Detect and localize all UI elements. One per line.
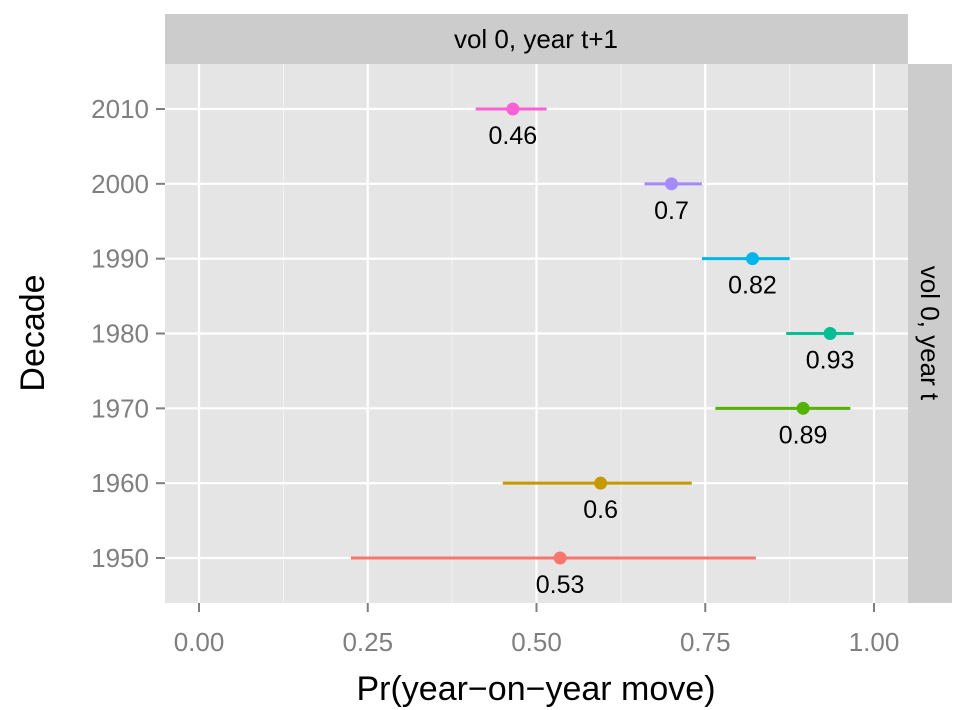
data-label-1950: 0.53	[536, 571, 585, 599]
point-1950	[553, 551, 567, 565]
data-label-2000: 0.7	[654, 197, 689, 225]
data-label-2010: 0.46	[489, 122, 538, 150]
x-tick-label: 0.75	[680, 627, 731, 657]
axes: 0.00 0.25 0.50 0.75 1.00 1950 1960 1970 1980 1990…	[91, 94, 899, 657]
data-label-1980: 0.93	[806, 347, 855, 375]
x-tick-label: 0.00	[174, 627, 225, 657]
data-label-1960: 0.6	[583, 496, 618, 524]
point-1960	[594, 476, 608, 490]
point-2000	[665, 177, 678, 191]
data-marks	[350, 102, 854, 565]
y-axis-title: Decade	[14, 274, 52, 391]
y-tick-label: 1960	[91, 468, 149, 498]
point-1970	[796, 401, 810, 415]
y-tick-label: 1950	[91, 543, 149, 573]
y-tick-label: 1980	[91, 319, 149, 349]
x-axis-title: Pr(year−on−year move)	[356, 670, 715, 708]
y-tick-label: 1970	[91, 393, 149, 423]
x-tick-label: 0.50	[511, 627, 562, 657]
data-label-1970: 0.89	[779, 421, 828, 449]
facet-strip-right-label: vol 0, year t	[915, 266, 945, 401]
point-2010	[506, 102, 520, 116]
point-1990	[746, 252, 759, 266]
x-tick-label: 0.25	[342, 627, 393, 657]
facet-strip-right	[908, 64, 952, 603]
facet-strip-top	[165, 14, 908, 64]
y-tick-label: 1990	[91, 244, 149, 274]
y-tick-label: 2010	[91, 94, 149, 124]
data-label-1990: 0.82	[728, 272, 777, 300]
point-1980	[823, 327, 837, 340]
data-labels: 0.53 0.6 0.89 0.93 0.82 0.7 0.46	[489, 122, 855, 599]
y-tick-label: 2000	[91, 169, 149, 199]
facet-strip-top-label: vol 0, year t+1	[454, 24, 618, 54]
x-tick-label: 1.00	[849, 627, 900, 657]
